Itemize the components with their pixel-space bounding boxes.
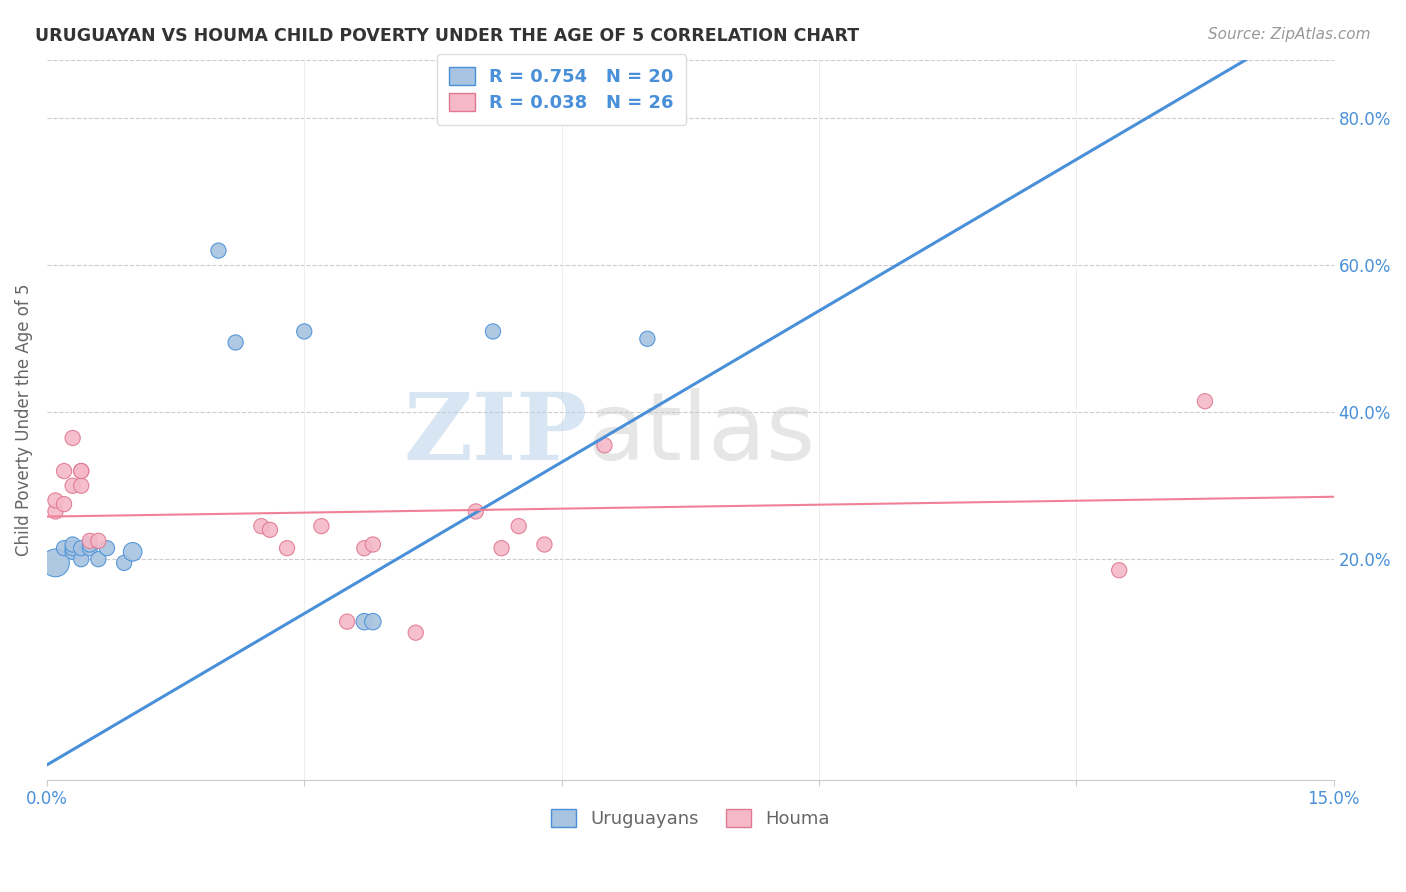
Text: URUGUAYAN VS HOUMA CHILD POVERTY UNDER THE AGE OF 5 CORRELATION CHART: URUGUAYAN VS HOUMA CHILD POVERTY UNDER T… (35, 27, 859, 45)
Point (62, 541, 84, 556)
Point (79, 537, 101, 551)
Text: Source: ZipAtlas.com: Source: ZipAtlas.com (1208, 27, 1371, 42)
Point (44, 493, 66, 508)
Y-axis label: Child Poverty Under the Age of 5: Child Poverty Under the Age of 5 (15, 284, 32, 556)
Point (62, 545, 84, 559)
Point (70, 464, 93, 478)
Point (87, 552, 110, 566)
Point (508, 519, 530, 533)
Point (405, 625, 427, 640)
Point (70, 464, 93, 478)
Point (361, 615, 384, 629)
Point (79, 533, 101, 548)
Point (259, 523, 281, 537)
Point (1108, 563, 1130, 577)
Point (70, 552, 93, 566)
Point (79, 541, 101, 556)
Point (53, 541, 76, 556)
Point (87, 533, 110, 548)
Point (225, 335, 247, 350)
Point (593, 438, 616, 452)
Point (62, 431, 84, 445)
Point (250, 519, 273, 533)
Point (121, 545, 143, 559)
Text: atlas: atlas (588, 388, 815, 480)
Point (96, 541, 118, 556)
Text: ZIP: ZIP (404, 389, 588, 479)
Point (62, 537, 84, 551)
Point (44, 556, 66, 570)
Point (70, 541, 93, 556)
Point (44, 504, 66, 518)
Point (336, 615, 359, 629)
Point (112, 556, 135, 570)
Point (70, 479, 93, 493)
Point (53, 497, 76, 511)
Point (353, 541, 375, 556)
Point (53, 464, 76, 478)
Point (353, 615, 375, 629)
Point (311, 519, 333, 533)
Point (292, 325, 315, 339)
Point (276, 541, 298, 556)
Point (62, 479, 84, 493)
Legend: Uruguayans, Houma: Uruguayans, Houma (543, 802, 837, 836)
Point (207, 244, 229, 258)
Point (464, 504, 486, 518)
Point (533, 537, 555, 551)
Point (361, 537, 384, 551)
Point (491, 541, 513, 556)
Point (1194, 394, 1216, 409)
Point (482, 325, 505, 339)
Point (636, 332, 658, 346)
